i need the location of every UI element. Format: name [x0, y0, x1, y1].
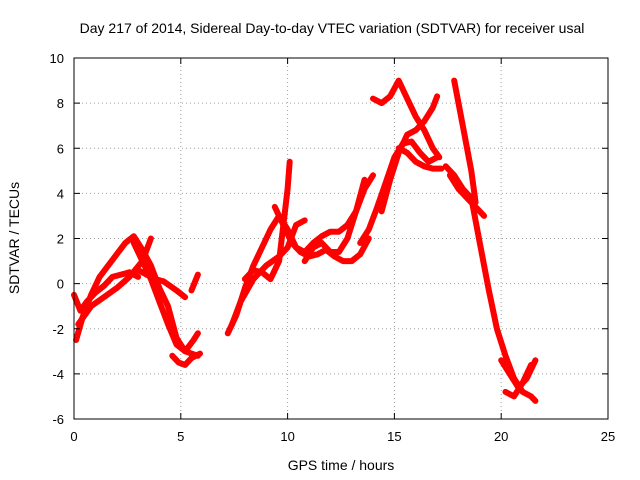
y-tick-label: 8: [57, 96, 64, 111]
satellite-track-17: [442, 163, 539, 404]
satellite-track-14: [370, 77, 443, 161]
y-tick-label: 10: [50, 51, 64, 66]
x-tick-label: 0: [70, 429, 77, 444]
y-tick-label: -4: [52, 367, 64, 382]
x-axis-label: GPS time / hours: [288, 457, 395, 473]
satellite-track-1: [71, 269, 142, 314]
x-tick-label: 5: [177, 429, 184, 444]
chart-title: Day 217 of 2014, Sidereal Day-to-day VTE…: [80, 20, 585, 36]
satellite-track-19: [446, 172, 488, 219]
satellite-track-5: [135, 267, 189, 301]
satellite-track-11: [271, 203, 372, 265]
y-tick-label: 2: [57, 232, 64, 247]
y-tick-label: -2: [52, 322, 64, 337]
series-layer: [71, 77, 539, 404]
y-tick-label: 6: [57, 141, 64, 156]
y-tick-label: 4: [57, 186, 64, 201]
satellite-track-4: [130, 240, 201, 355]
satellite-track-2: [73, 233, 201, 359]
tick-layer: 0 5 10 15 20 25 -6 -4 -2 0 2 4 6 8 10: [50, 51, 616, 444]
x-tick-label: 20: [494, 429, 508, 444]
x-tick-label: 10: [280, 429, 294, 444]
y-tick-label: 0: [57, 277, 64, 292]
satellite-track-18: [451, 77, 479, 206]
satellite-track-15: [378, 93, 441, 215]
satellite-track-21: [502, 361, 535, 400]
y-tick-label: -6: [52, 412, 64, 427]
satellite-track-12: [301, 176, 368, 265]
x-tick-label: 15: [387, 429, 401, 444]
satellite-track-9: [229, 217, 308, 328]
satellite-track-10: [241, 158, 293, 283]
satellite-track-7: [188, 271, 201, 294]
x-tick-label: 25: [601, 429, 615, 444]
satellite-track-6: [169, 350, 203, 368]
satellite-track-16: [395, 145, 445, 172]
y-axis-label: SDTVAR / TECUs: [6, 182, 22, 294]
